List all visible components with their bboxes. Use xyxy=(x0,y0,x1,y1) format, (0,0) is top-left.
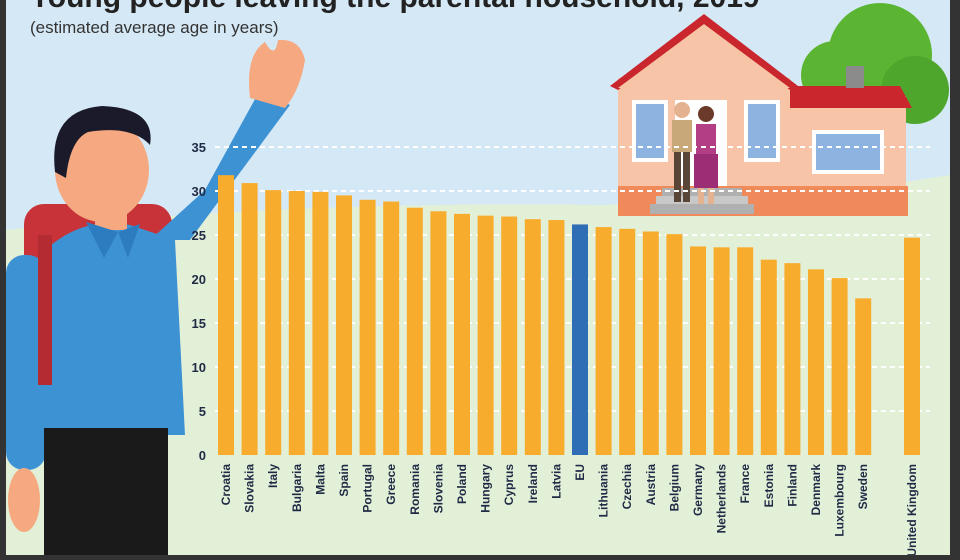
bar-netherlands xyxy=(713,247,730,455)
x-tick-label: Estonia xyxy=(762,464,776,508)
bar-denmark xyxy=(808,269,824,455)
bar-italy xyxy=(265,190,282,455)
bar-belgium xyxy=(666,234,683,455)
bar-lithuania xyxy=(595,227,612,455)
bar-portugal xyxy=(359,199,376,455)
x-tick-label: Malta xyxy=(313,464,327,495)
bar-malta xyxy=(312,191,329,455)
x-tick-label: Romania xyxy=(408,464,422,515)
y-tick-label: 10 xyxy=(192,360,206,375)
y-tick-label: 5 xyxy=(199,404,206,419)
x-tick-label: United Kingdom xyxy=(905,464,919,555)
chart-subtitle: (estimated average age in years) xyxy=(30,18,279,37)
bar-slovakia xyxy=(241,183,258,455)
x-tick-label: Portugal xyxy=(361,464,375,513)
x-tick-label: Italy xyxy=(266,464,280,488)
y-axis: 0 5 10 15 20 25 30 35 xyxy=(192,140,206,463)
y-tick-label: 0 xyxy=(199,448,206,463)
x-tick-label: Croatia xyxy=(219,464,233,506)
x-tick-label: Austria xyxy=(644,464,658,506)
bar-czechia xyxy=(619,228,636,455)
x-tick-label: Poland xyxy=(455,464,469,504)
y-tick-label: 15 xyxy=(192,316,206,331)
y-tick-label: 35 xyxy=(192,140,206,155)
x-tick-label: Ireland xyxy=(526,464,540,503)
bar-poland xyxy=(454,213,470,455)
bar-romania xyxy=(406,207,423,455)
bar-cyprus xyxy=(501,216,518,455)
bar-luxembourg xyxy=(831,278,848,455)
x-tick-label: Germany xyxy=(691,464,705,516)
x-tick-label: Denmark xyxy=(809,464,823,516)
x-tick-label: Latvia xyxy=(549,464,563,499)
x-tick-label: EU xyxy=(573,464,587,481)
x-tick-label: Lithuania xyxy=(597,464,611,518)
x-tick-label: Slovakia xyxy=(243,464,257,513)
bar-bulgaria xyxy=(288,191,305,455)
x-tick-label: Spain xyxy=(337,464,351,497)
x-tick-label: Hungary xyxy=(479,464,493,513)
bar-finland xyxy=(784,263,801,455)
bar-united-kingdom xyxy=(904,237,920,455)
bar-austria xyxy=(642,231,659,455)
x-axis: Croatia Slovakia Italy Bulgaria Malta Spain Po… xyxy=(219,464,919,557)
bar-greece xyxy=(383,201,400,455)
left-border xyxy=(0,0,6,555)
bar-croatia xyxy=(218,175,234,455)
x-tick-label: Sweden xyxy=(856,464,870,509)
bar-eu xyxy=(572,224,588,455)
bar-latvia xyxy=(548,220,565,455)
x-tick-label: Luxembourg xyxy=(833,464,847,537)
house-illustration xyxy=(610,14,912,216)
bar-estonia xyxy=(760,259,777,455)
x-tick-label: Cyprus xyxy=(502,464,516,506)
right-border xyxy=(950,0,960,555)
bar-france xyxy=(737,247,754,455)
young-man-illustration xyxy=(6,39,305,555)
bar-spain xyxy=(336,195,352,455)
bar-germany xyxy=(690,246,706,455)
x-tick-label: Greece xyxy=(384,464,398,505)
bar-sweden xyxy=(855,298,872,455)
x-tick-label: Belgium xyxy=(667,464,681,511)
x-tick-label: Bulgaria xyxy=(290,464,304,512)
x-tick-label: France xyxy=(738,464,752,504)
x-tick-label: Netherlands xyxy=(715,464,729,534)
bar-slovenia xyxy=(430,211,447,455)
bars xyxy=(218,175,920,455)
bar-ireland xyxy=(524,219,541,455)
chart-title: Young people leaving the parental househ… xyxy=(30,0,760,15)
bar-hungary xyxy=(477,215,494,455)
y-tick-label: 30 xyxy=(192,184,206,199)
y-tick-label: 25 xyxy=(192,228,206,243)
x-tick-label: Czechia xyxy=(620,464,634,510)
x-tick-label: Slovenia xyxy=(431,464,445,514)
x-tick-label: Finland xyxy=(785,464,799,507)
y-tick-label: 20 xyxy=(192,272,206,287)
